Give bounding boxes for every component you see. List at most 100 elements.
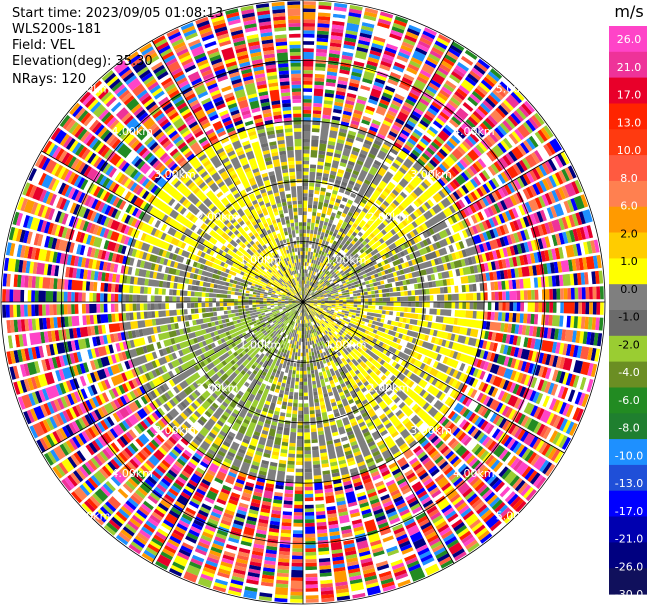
- ring-label: 1.00km: [240, 339, 282, 352]
- colorbar-tick-label: 26.0: [617, 33, 642, 46]
- field-value: VEL: [50, 38, 75, 53]
- colorbar-tick-label: -2.0: [618, 338, 639, 351]
- spoke-line: [302, 301, 565, 454]
- colorbar-swatch: [609, 387, 647, 414]
- colorbar-swatch: [609, 310, 647, 337]
- colorbar-unit: m/s: [614, 2, 643, 21]
- colorbar-tick-label: -10.0: [615, 449, 643, 462]
- range-ring: [60, 59, 546, 545]
- colorbar-tick-label: 21.0: [617, 61, 642, 74]
- spoke-line: [151, 40, 304, 303]
- colorbar-swatch: [609, 206, 647, 234]
- range-ring: [121, 120, 485, 484]
- colorbar-swatch: [609, 232, 647, 259]
- colorbar-swatch: [609, 439, 647, 466]
- velocity-gates: [124, 126, 479, 480]
- colorbar-tick-label: -17.0: [615, 505, 643, 518]
- colorbar-tick-label: -30.0: [615, 588, 643, 601]
- colorbar-swatch: [609, 516, 647, 543]
- colorbar-swatch: [609, 361, 647, 388]
- colorbar-swatch: [609, 155, 647, 182]
- ring-label: 2.00km: [368, 381, 410, 394]
- colorbar-tick-label: -6.0: [618, 394, 639, 407]
- colorbar-swatch: [609, 51, 647, 79]
- colorbar-swatch: [609, 77, 647, 104]
- colorbar-swatch: [609, 103, 647, 130]
- ring-label: 4.00km: [453, 467, 495, 480]
- spoke-line: [41, 301, 304, 454]
- colorbar-tick-label: -13.0: [615, 477, 643, 490]
- colorbar-tick-label: -4.0: [618, 366, 639, 379]
- ring-label: 2.00km: [197, 381, 239, 394]
- colorbar-tick-label: 6.0: [620, 200, 638, 213]
- field-label: Field:: [12, 38, 47, 53]
- colorbar-tick-label: 13.0: [617, 116, 642, 129]
- range-ring: [0, 0, 606, 605]
- colorbar-swatch: [609, 490, 647, 518]
- colorbar-tick-label: 2.0: [620, 227, 638, 240]
- colorbar-swatch: [609, 258, 647, 285]
- start-time-line: Start time: 2023/09/05 01:08:13: [12, 6, 223, 21]
- colorbar-swatch: [609, 413, 647, 440]
- ring-label: 3.00km: [154, 424, 196, 437]
- colorbar-swatch: [609, 180, 647, 208]
- nrays-line: NRays: 120: [12, 72, 86, 87]
- field-line: Field: VEL: [12, 38, 75, 53]
- ring-label: 2.00km: [368, 211, 410, 224]
- spoke-line: [302, 40, 455, 303]
- ring-label: 5.00km: [496, 510, 538, 523]
- ring-label: 2.00km: [197, 211, 239, 224]
- colorbar-swatch: [609, 26, 647, 53]
- ring-label: 1.00km: [325, 253, 367, 266]
- colorbar-tick-label: -8.0: [618, 422, 639, 435]
- nrays-label: NRays:: [12, 72, 58, 87]
- colorbar-tick-label: -1.0: [618, 311, 639, 324]
- velocity-gates: [8, 8, 604, 592]
- colorbar-swatch: [609, 129, 647, 156]
- elevation-line: Elevation(deg): 35.30: [12, 54, 153, 69]
- colorbar-tick-label: -26.0: [615, 560, 643, 573]
- colorbar-swatch: [609, 284, 647, 311]
- colorbar-tick-label: 1.0: [620, 255, 638, 268]
- colorbar-tick-label: 17.0: [617, 89, 642, 102]
- spoke-line: [302, 150, 565, 303]
- velocity-gates: [7, 15, 604, 603]
- ring-label: 3.00km: [154, 168, 196, 181]
- colorbar-swatch: [609, 335, 647, 363]
- colorbar-tick-label: 0.0: [620, 283, 638, 296]
- ring-label: 5.00km: [69, 83, 111, 96]
- ring-label: 1.00km: [325, 339, 367, 352]
- colorbar-swatch: [609, 568, 647, 595]
- ring-label: 4.00km: [111, 467, 153, 480]
- velocity-gates: [6, 1, 597, 603]
- ring-label: 3.00km: [410, 168, 452, 181]
- elevation-label: Elevation(deg):: [12, 54, 112, 69]
- colorbar-swatch: [609, 542, 647, 569]
- ring-label: 4.00km: [111, 125, 153, 138]
- range-ring: [242, 241, 364, 363]
- range-ring: [181, 180, 425, 424]
- ring-label: 3.00km: [410, 424, 452, 437]
- spoke-line: [41, 150, 304, 303]
- elevation-value: 35.30: [115, 54, 153, 69]
- velocity-gates: [121, 120, 480, 483]
- ring-labels: 1.00km 1.00km 1.00km 1.00km 2.00km 2.00km 2.00…: [69, 83, 538, 523]
- ring-label: 5.00km: [496, 83, 538, 96]
- instrument-line: WLS200s-181: [12, 22, 101, 37]
- ring-label: 5.00km: [69, 510, 111, 523]
- start-time-value: 2023/09/05 01:08:13: [85, 6, 224, 21]
- colorbar-tick-label: 10.0: [617, 144, 642, 157]
- ring-label: 1.00km: [240, 253, 282, 266]
- colorbar-tick-label: 8.0: [620, 172, 638, 185]
- colorbar-tick-label: -21.0: [615, 533, 643, 546]
- spoke-line: [151, 301, 304, 564]
- grid-lines: [0, 0, 606, 605]
- start-time-label: Start time:: [12, 6, 82, 21]
- nrays-value: 120: [61, 72, 87, 87]
- spoke-line: [302, 301, 455, 564]
- colorbar-swatch: [609, 464, 647, 492]
- ring-label: 4.00km: [453, 125, 495, 138]
